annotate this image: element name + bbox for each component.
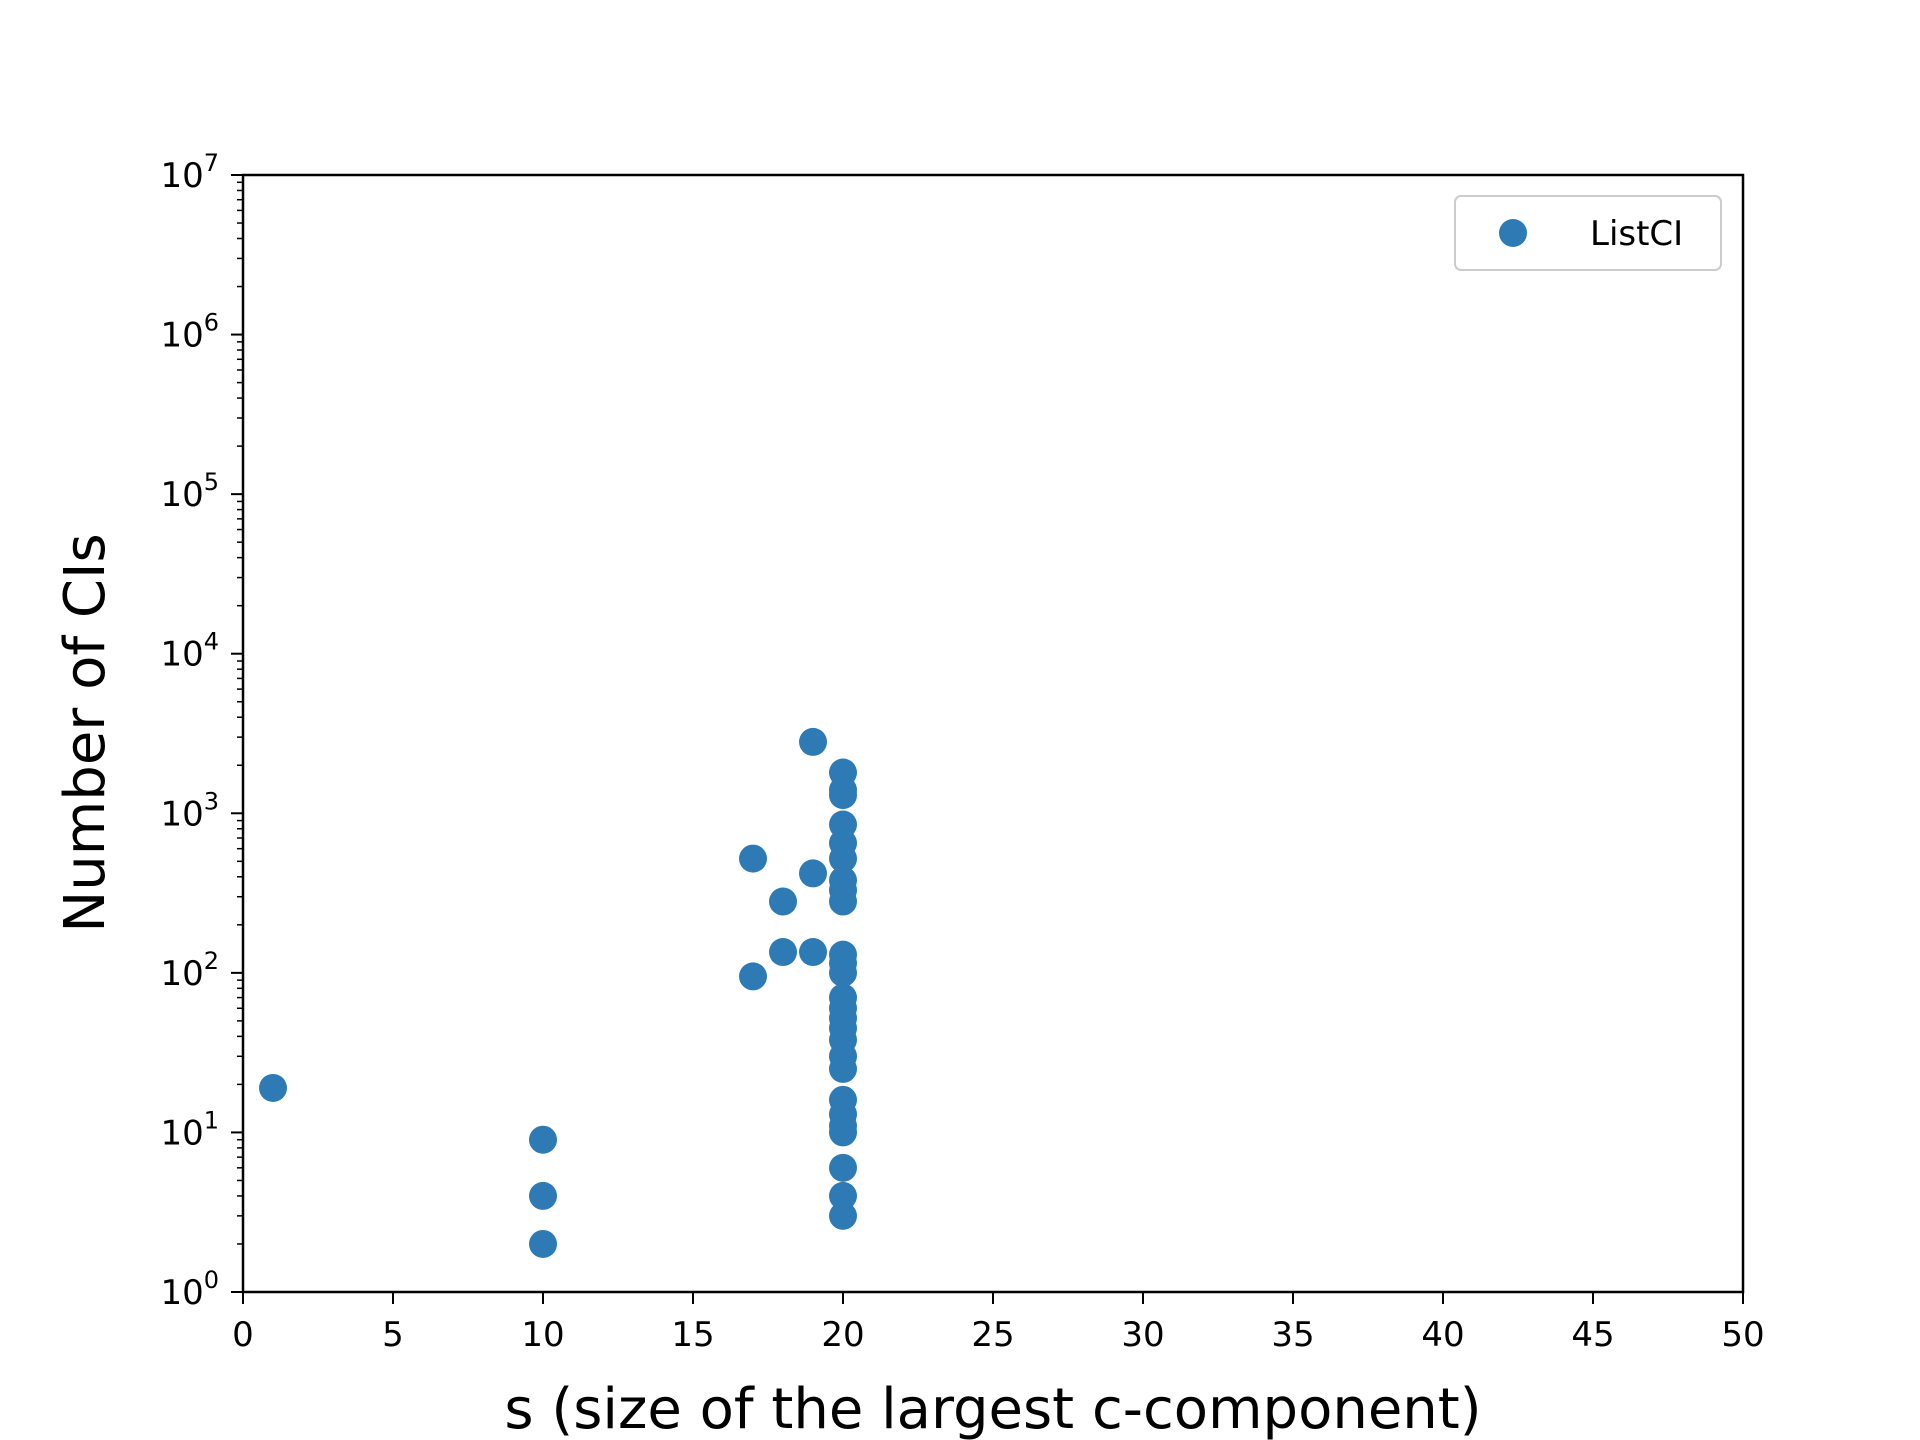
data-point: [529, 1181, 557, 1210]
x-tick-label: 10: [521, 1315, 564, 1355]
data-point: [829, 844, 857, 873]
y-axis-title: Number of CIs: [53, 533, 118, 932]
data-point: [829, 1118, 857, 1147]
data-point: [769, 887, 797, 916]
data-point: [739, 962, 767, 991]
data-point: [829, 1153, 857, 1182]
data-point: [799, 938, 827, 967]
data-point: [829, 781, 857, 810]
y-tick-label: 103: [160, 787, 219, 834]
x-axis-title: s (size of the largest c-component): [504, 1377, 1481, 1440]
x-tick-label: 5: [382, 1315, 404, 1355]
x-tick-label: 35: [1271, 1315, 1314, 1355]
data-point: [829, 958, 857, 987]
data-point: [529, 1125, 557, 1154]
x-axis-ticks: 0 5 10 15 20 25 30 35 40 45 50: [232, 1292, 1765, 1355]
data-point: [799, 727, 827, 756]
data-point: [829, 887, 857, 916]
y-tick-label: 100: [160, 1266, 219, 1313]
x-tick-label: 45: [1571, 1315, 1614, 1355]
data-point: [829, 1054, 857, 1083]
data-point: [259, 1073, 287, 1102]
legend-box: [1454, 195, 1722, 271]
data-point: [529, 1229, 557, 1258]
y-tick-label: 105: [160, 468, 219, 515]
x-tick-label: 50: [1721, 1315, 1764, 1355]
plot-area: [243, 175, 1743, 1292]
plot-frame: [241, 173, 1745, 1294]
legend-marker: [1499, 219, 1527, 247]
x-tick-label: 25: [971, 1315, 1014, 1355]
y-tick-label: 104: [160, 628, 219, 675]
y-tick-label: 102: [160, 947, 219, 994]
data-point: [829, 1201, 857, 1230]
y-tick-label: 107: [160, 149, 219, 196]
legend-label: ListCI: [1590, 214, 1683, 254]
data-points: [259, 727, 857, 1258]
x-tick-label: 15: [671, 1315, 714, 1355]
x-tick-label: 0: [232, 1315, 254, 1355]
data-point: [769, 938, 797, 967]
y-tick-label: 106: [160, 309, 219, 356]
y-tick-label: 101: [160, 1106, 219, 1153]
legend: ListCI: [1454, 195, 1722, 271]
x-tick-label: 20: [821, 1315, 864, 1355]
y-axis-ticks: 100 101 102 103 104 105 106 107: [160, 149, 243, 1313]
data-point: [739, 844, 767, 873]
data-point: [829, 1181, 857, 1210]
x-tick-label: 30: [1121, 1315, 1164, 1355]
data-point: [799, 859, 827, 888]
x-tick-label: 40: [1421, 1315, 1464, 1355]
